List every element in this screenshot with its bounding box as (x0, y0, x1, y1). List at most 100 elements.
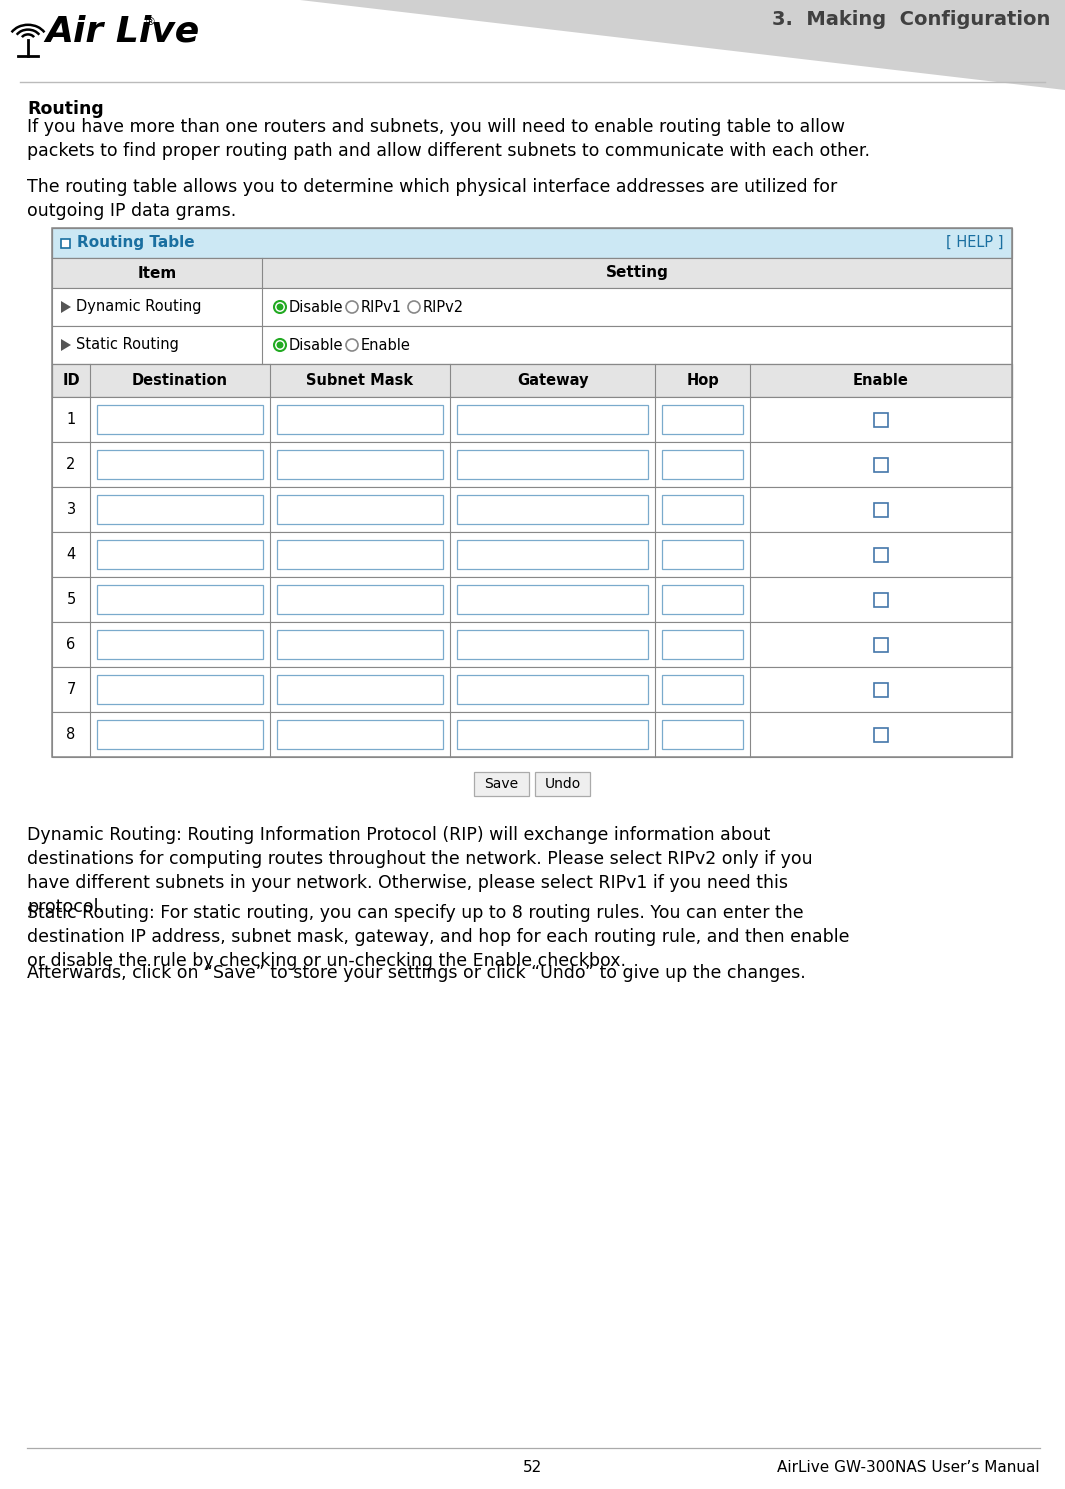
Bar (662, 405, 743, 433)
Text: Air Live: Air Live (45, 15, 199, 49)
Text: Dynamic Routing: Dynamic Routing (76, 299, 201, 314)
Text: Enable: Enable (361, 338, 411, 353)
Bar (52, 667, 1012, 712)
Polygon shape (61, 339, 71, 351)
Text: Subnet Mask: Subnet Mask (307, 374, 413, 389)
Bar (97, 541, 263, 569)
Text: Save: Save (485, 777, 519, 791)
Text: [ HELP ]: [ HELP ] (947, 234, 1004, 250)
Text: Undo: Undo (544, 777, 580, 791)
Text: Enable: Enable (853, 374, 908, 389)
Bar (52, 228, 1012, 258)
Text: Static Routing: For static routing, you can specify up to 8 routing rules. You c: Static Routing: For static routing, you … (27, 904, 850, 969)
Bar (474, 771, 529, 797)
Bar (662, 630, 743, 660)
Bar (874, 548, 888, 561)
Bar (52, 532, 1012, 578)
Text: If you have more than one routers and subnets, you will need to enable routing t: If you have more than one routers and su… (27, 118, 870, 161)
Text: Dynamic Routing: Routing Information Protocol (RIP) will exchange information ab: Dynamic Routing: Routing Information Pro… (27, 826, 813, 916)
Bar (52, 487, 1012, 532)
Bar (277, 405, 443, 433)
Text: 8: 8 (66, 727, 76, 742)
Text: 52: 52 (522, 1461, 542, 1476)
Bar (662, 675, 743, 704)
Text: 3.  Making  Configuration: 3. Making Configuration (772, 10, 1050, 28)
Text: Disable: Disable (289, 299, 344, 314)
Bar (97, 721, 263, 749)
Bar (277, 721, 443, 749)
Bar (97, 675, 263, 704)
Text: 3: 3 (66, 502, 76, 517)
Polygon shape (300, 0, 1065, 89)
Bar (662, 585, 743, 613)
Bar (874, 637, 888, 652)
Text: AirLive GW-300NAS User’s Manual: AirLive GW-300NAS User’s Manual (777, 1461, 1041, 1476)
Bar (662, 450, 743, 479)
Bar (97, 630, 263, 660)
Bar (52, 326, 1012, 363)
Circle shape (274, 301, 286, 313)
Bar (52, 287, 1012, 326)
Bar (662, 541, 743, 569)
Bar (277, 585, 443, 613)
Text: Destination: Destination (132, 374, 228, 389)
Bar (535, 771, 590, 797)
Text: 4: 4 (66, 546, 76, 561)
Polygon shape (61, 301, 71, 313)
Bar (52, 442, 1012, 487)
Bar (457, 630, 648, 660)
Bar (97, 585, 263, 613)
Text: RIPv1: RIPv1 (361, 299, 402, 314)
Circle shape (274, 339, 286, 351)
Bar (662, 721, 743, 749)
Bar (457, 585, 648, 613)
Text: 7: 7 (66, 682, 76, 697)
Text: The routing table allows you to determine which physical interface addresses are: The routing table allows you to determin… (27, 179, 837, 220)
Bar (277, 450, 443, 479)
Text: 2: 2 (66, 457, 76, 472)
Circle shape (408, 301, 420, 313)
Text: ®: ® (145, 16, 155, 27)
Text: 6: 6 (66, 637, 76, 652)
Bar (277, 494, 443, 524)
Bar (457, 450, 648, 479)
Bar (52, 712, 1012, 756)
Bar (52, 363, 1012, 398)
Text: Gateway: Gateway (517, 374, 588, 389)
Bar (874, 457, 888, 472)
Circle shape (346, 301, 358, 313)
Bar (874, 728, 888, 742)
Bar (52, 398, 1012, 442)
Text: ID: ID (62, 374, 80, 389)
Bar (61, 238, 70, 247)
Bar (277, 541, 443, 569)
Bar (874, 593, 888, 606)
Text: Hop: Hop (686, 374, 719, 389)
Bar (277, 630, 443, 660)
Circle shape (346, 339, 358, 351)
Bar (52, 578, 1012, 622)
Bar (457, 494, 648, 524)
Bar (277, 675, 443, 704)
Text: Setting: Setting (606, 265, 669, 280)
Bar (662, 494, 743, 524)
Bar (457, 541, 648, 569)
Text: Static Routing: Static Routing (76, 338, 179, 353)
Bar (97, 494, 263, 524)
Bar (97, 450, 263, 479)
Text: Routing: Routing (27, 100, 103, 118)
Text: Item: Item (137, 265, 177, 280)
Text: 1: 1 (66, 412, 76, 427)
Bar (874, 502, 888, 517)
Text: Routing Table: Routing Table (77, 234, 195, 250)
Bar (457, 721, 648, 749)
Bar (97, 405, 263, 433)
Bar (52, 258, 1012, 287)
Circle shape (277, 304, 283, 311)
Text: Afterwards, click on “Save” to store your settings or click “Undo” to give up th: Afterwards, click on “Save” to store you… (27, 963, 806, 983)
Text: RIPv2: RIPv2 (423, 299, 464, 314)
Bar (457, 675, 648, 704)
Bar (874, 682, 888, 697)
Bar (874, 412, 888, 426)
Bar (52, 228, 1012, 756)
